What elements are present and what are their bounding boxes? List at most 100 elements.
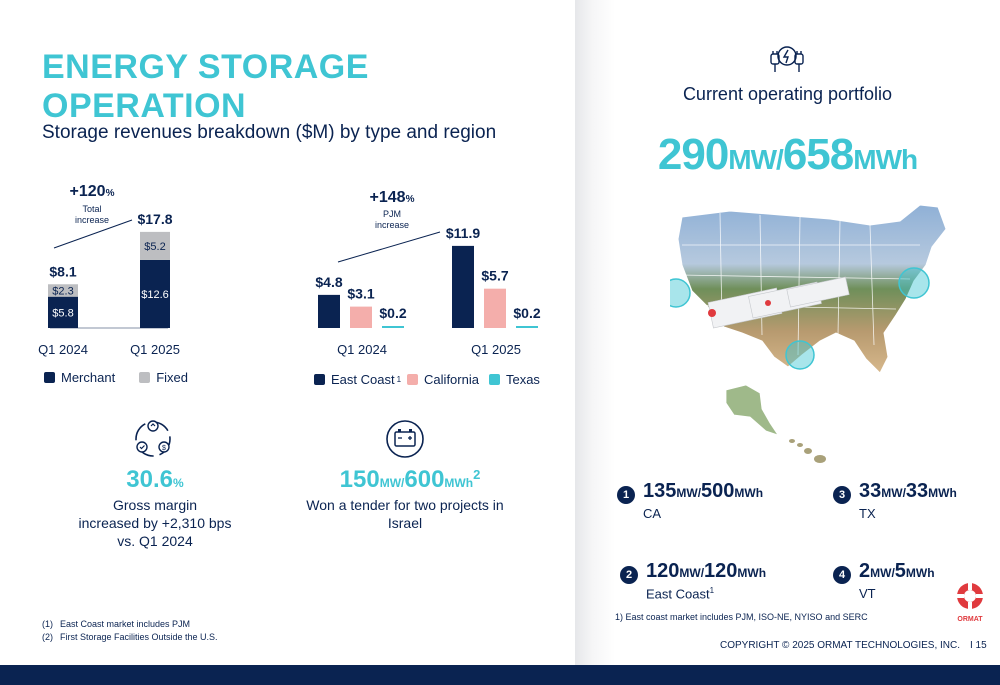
data-label-california-1: $5.7 [481,268,508,284]
bar-texas-0 [382,326,404,328]
portfolio-mwh-unit: MWh [853,144,918,175]
svg-text:$: $ [162,445,166,452]
portfolio-mw: 290 [657,130,729,179]
tender-desc-line2: Israel [387,515,423,531]
legend-swatch-texas [488,374,500,385]
battery-icon [386,420,424,458]
page-title: ENERGY STORAGE OPERATION [42,48,369,125]
data-label-texas-0: $0.2 [379,305,406,321]
battery-containers [707,276,850,329]
growth-annotation-line2: increase [375,220,409,230]
alaska-shape [725,384,779,436]
site-3-capacity: 33MW/33MWh [859,480,957,503]
footnotes: (1) East Coast market includes PJM (2) Fir… [42,618,218,644]
legend-label-california: California [424,372,479,387]
data-label-texas-1: $0.2 [513,305,540,321]
legend-label-fixed: Fixed [156,370,188,385]
gross-margin-number: 30.6 [126,466,174,493]
gross-margin-unit: % [173,476,184,490]
legend-swatch-merchant [44,372,55,383]
data-label-california-0: $3.1 [347,286,374,302]
bar-texas-1 [516,326,538,328]
site-3-mw-unit: MW/ [881,486,906,500]
legend-swatch-fixed [139,372,151,383]
left-panel: ENERGY STORAGE OPERATION Storage revenue… [38,48,541,644]
hawaii-shape [789,439,826,463]
page-number: I 15 [970,640,987,651]
growth-annotation-value: +120% [70,183,115,200]
legend-type: Merchant Fixed [44,370,198,385]
right-panel: Current operating portfolio 290MW/658MWh [575,0,1000,665]
legend-label-texas: Texas [505,372,540,387]
site-2-capacity: 120MW/120MWh [646,560,766,583]
site-2-region: East Coast1 [646,586,714,601]
site-4-mwh: 5 [894,560,906,582]
bar-fixed-0 [48,284,78,297]
gross-margin-value: 30.6% [90,466,220,494]
site-4-capacity: 2MW/5MWh [859,560,935,583]
site-3-mwh-unit: MWh [928,486,957,500]
bar-east-coast-0 [318,294,340,328]
legend-swatch-california [407,374,419,385]
growth-annotation-line1: PJM [383,209,401,219]
growth-annotation-value: +148% [370,189,415,206]
legend-label-east-coast: East Coast [331,372,395,387]
tender-mwh-unit: MWh [444,476,474,490]
tender-mwh-number: 600 [404,466,445,493]
x-tick-label-0: Q1 2024 [38,342,88,357]
site-4-mw: 2 [859,560,871,582]
data-label-east-coast-1: $11.9 [446,225,480,241]
site-1-mw-unit: MW/ [676,486,702,500]
container-logo-1 [708,309,716,317]
container-logo-2 [765,300,771,306]
site-4-badge: 4 [833,566,851,584]
us-map-image [670,204,947,463]
chart-type-breakdown: $5.8 $2.3 $8.1 Q1 2024 $12.6 $5.2 $17.8 Q1 2025… [38,183,180,357]
marker-east-coast [898,267,930,299]
site-2-region-text: East Coast [646,586,710,602]
site-1-region: CA [643,506,662,521]
chart-region-breakdown: $4.8 $3.1 $0.2 Q1 2024 $11.9 $5.7 $0.2 Q1 2025 +… [315,189,540,357]
site-3-badge: 3 [833,486,851,504]
footnote-2-text: First Storage Facilities Outside the U.S… [60,632,218,642]
bar-california-1 [484,288,506,328]
site-2-mwh-unit: MWh [737,566,767,580]
portfolio-mw-unit: MW/ [728,144,784,175]
legend-label-merchant: Merchant [61,370,116,385]
site-2-badge: 2 [620,566,638,584]
data-label-merchant-1: $12.6 [141,289,169,301]
ormat-logo: ORMAT [956,582,984,623]
footnote-1: (1) East Coast market includes PJM [42,618,218,631]
site-2-mw-unit: MW/ [679,566,705,580]
footnote-1-text: East Coast market includes PJM [60,619,191,629]
footnote-2: (2) First Storage Facilities Outside the … [42,631,218,644]
portfolio-mwh: 658 [782,130,854,179]
site-1-mw: 135 [643,480,677,502]
gross-margin-desc-line1: Gross margin [112,497,198,513]
site-2-mwh: 120 [704,560,738,582]
data-label-fixed-1: $5.2 [144,241,165,253]
legend-region: East Coast 1 California Texas [314,372,540,387]
site-3-region: TX [859,506,876,521]
site-3-mw: 33 [859,480,882,502]
portfolio-title: Current operating portfolio [682,84,893,104]
tender-desc-line1: Won a tender for two projects in [306,497,504,513]
growth-annotation-line1: Total [82,204,101,214]
data-label-merchant-0: $5.8 [52,307,73,319]
site-4-mw-unit: MW/ [870,566,895,580]
bar-merchant-0 [48,296,78,328]
plug-icon [770,46,804,72]
site-1-capacity: 135MW/500MWh [643,480,763,503]
x-tick-label-1: Q1 2025 [130,342,180,357]
bar-fixed-1 [140,231,170,260]
site-1-mwh-unit: MWh [734,486,764,500]
growth-annotation-unit: % [106,188,115,199]
x-tick-label-0: Q1 2024 [337,342,387,357]
growth-annotation-unit: % [406,194,415,205]
footer-bar [0,665,1000,685]
legend-swatch-east-coast [314,374,325,385]
page-subtitle: Storage revenues breakdown ($M) by type … [42,122,497,143]
tender-mw-number: 150 [339,466,380,493]
portfolio-capacity: 290MW/658MWh [575,130,1000,180]
